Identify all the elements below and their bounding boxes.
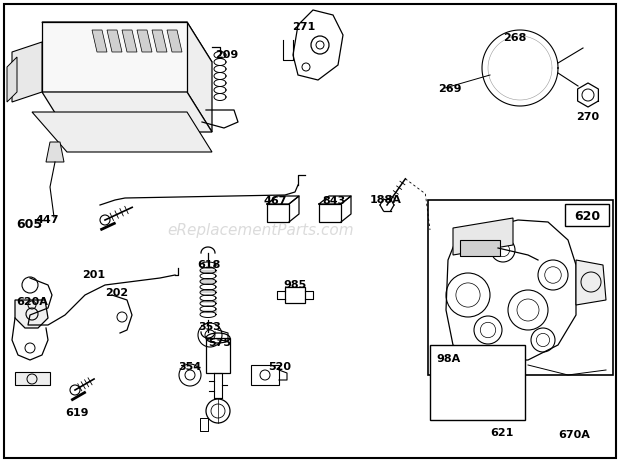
Text: eReplacementParts.com: eReplacementParts.com xyxy=(167,224,354,238)
Text: 843: 843 xyxy=(322,196,345,206)
Bar xyxy=(460,240,500,256)
Polygon shape xyxy=(42,22,212,62)
Text: 353: 353 xyxy=(198,322,221,332)
Polygon shape xyxy=(15,300,48,328)
Polygon shape xyxy=(42,92,212,132)
Bar xyxy=(428,200,613,375)
Text: 985: 985 xyxy=(283,280,306,290)
Text: 575: 575 xyxy=(208,338,231,348)
Text: 619: 619 xyxy=(65,408,89,418)
Text: 268: 268 xyxy=(503,33,526,43)
Text: 620: 620 xyxy=(574,211,600,224)
Bar xyxy=(565,204,609,226)
Polygon shape xyxy=(576,260,606,305)
Text: 98A: 98A xyxy=(436,354,460,364)
Text: 269: 269 xyxy=(438,84,461,94)
Text: 209: 209 xyxy=(215,50,238,60)
Polygon shape xyxy=(167,30,182,52)
Polygon shape xyxy=(15,372,50,385)
Text: 467: 467 xyxy=(263,196,286,206)
Polygon shape xyxy=(92,30,107,52)
Text: 618: 618 xyxy=(197,260,220,270)
Polygon shape xyxy=(42,22,187,92)
Text: 188A: 188A xyxy=(370,195,402,205)
Polygon shape xyxy=(122,30,137,52)
Bar xyxy=(430,345,525,420)
Polygon shape xyxy=(12,42,42,102)
Bar xyxy=(206,338,230,373)
Polygon shape xyxy=(32,112,212,152)
Bar xyxy=(267,204,289,222)
Bar xyxy=(251,365,279,385)
Polygon shape xyxy=(453,218,513,255)
Polygon shape xyxy=(7,57,17,102)
Bar xyxy=(285,287,305,303)
Text: 620A: 620A xyxy=(16,297,48,307)
Text: 201: 201 xyxy=(82,270,105,280)
Text: 271: 271 xyxy=(292,22,315,32)
Text: 202: 202 xyxy=(105,288,128,298)
Text: 270: 270 xyxy=(576,112,599,122)
Text: 520: 520 xyxy=(268,362,291,372)
Text: 621: 621 xyxy=(490,428,513,438)
Bar xyxy=(448,398,483,416)
Polygon shape xyxy=(46,142,64,162)
Polygon shape xyxy=(152,30,167,52)
Polygon shape xyxy=(107,30,122,52)
Bar xyxy=(319,204,341,222)
Text: 447: 447 xyxy=(35,215,58,225)
Polygon shape xyxy=(137,30,152,52)
Polygon shape xyxy=(187,22,212,132)
Text: 354: 354 xyxy=(178,362,201,372)
Text: 605: 605 xyxy=(16,218,42,231)
Text: 670A: 670A xyxy=(558,430,590,440)
